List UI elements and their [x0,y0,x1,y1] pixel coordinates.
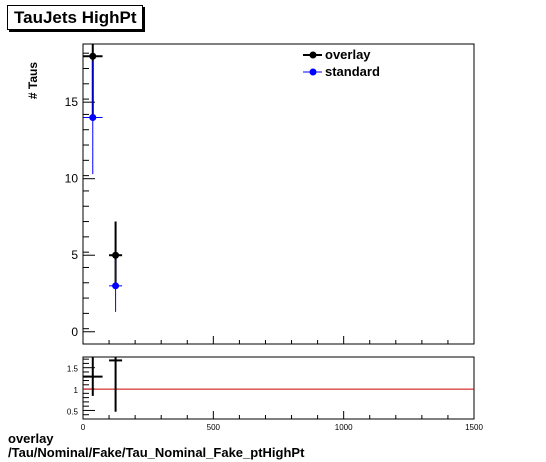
ratio-point-ratio [83,357,103,396]
main-marker [112,282,120,290]
main-data-marks [83,44,123,312]
main-y-tick-label: 10 [65,172,79,186]
main-marker [112,251,120,259]
main-y-tick-label: 15 [65,95,79,109]
ratio-x-tick-label: 1000 [335,423,353,432]
main-plot-frame [82,43,475,345]
main-y-tick-label: 5 [71,248,78,262]
ratio-x-tick-label: 0 [81,423,86,432]
legend-label-standard: standard [325,64,380,79]
legend-marker-standard [309,68,317,76]
ratio-x-tick-label: 1500 [465,423,483,432]
main-axes: 0 5 10 15 [65,52,475,345]
legend-label-overlay: overlay [325,47,371,62]
ratio-y-tick-label: 0.5 [67,407,79,416]
ratio-point-ratio [109,357,123,412]
legend-entry-overlay: overlay [303,47,371,62]
main-point-standard [83,60,103,175]
main-marker [89,52,97,60]
ratio-axes: 0.5 1 1.5 0 500 1000 1500 [67,358,483,432]
ratio-y-tick-label: 1.5 [67,365,79,374]
legend: overlay standard [303,47,380,79]
ratio-data-marks [83,357,474,412]
legend-entry-standard: standard [303,64,380,79]
main-point-standard [109,259,123,312]
y-axis-label: # Taus [26,62,40,99]
ratio-x-tick-label: 500 [207,423,221,432]
legend-marker-overlay [309,51,317,59]
ratio-y-tick-label: 1 [74,386,79,395]
main-y-tick-label: 0 [71,325,78,339]
ratio-plot-frame [82,356,475,420]
main-marker [89,113,97,121]
chart-title: TauJets HighPt [7,5,144,30]
footer-label: overlay [8,431,54,446]
footer-path: /Tau/Nominal/Fake/Tau_Nominal_Fake_ptHig… [8,445,305,460]
